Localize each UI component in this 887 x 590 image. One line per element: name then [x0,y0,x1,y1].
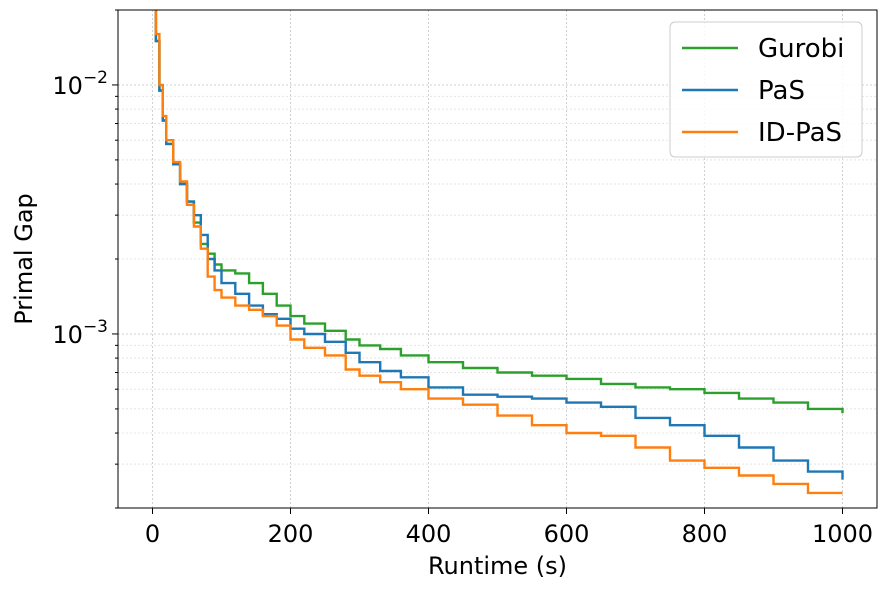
series-line-pas [154,10,844,480]
x-tick-label: 0 [145,520,160,548]
x-tick-label: 600 [544,520,590,548]
legend-label-id-pas: ID-PaS [758,118,842,148]
x-tick-label: 1000 [812,520,873,548]
series-layer [154,10,844,495]
legend-label-gurobi: Gurobi [758,34,844,64]
x-axis-label: Runtime (s) [428,552,567,580]
legend-frame [669,21,863,158]
legend-label-pas: PaS [758,76,805,106]
legend: Gurobi PaS ID-PaS [669,21,863,158]
x-tick-label: 400 [406,520,452,548]
y-tick-label: 10−2 [52,68,108,100]
y-tick-label: 10−3 [52,317,108,349]
y-axis-label: Primal Gap [10,193,38,325]
ticks: 0 200 400 600 800 1000 10−2 10−3 [52,9,873,548]
x-tick-label: 200 [268,520,314,548]
x-tick-label: 800 [682,520,728,548]
series-line-id-pas [154,10,843,495]
